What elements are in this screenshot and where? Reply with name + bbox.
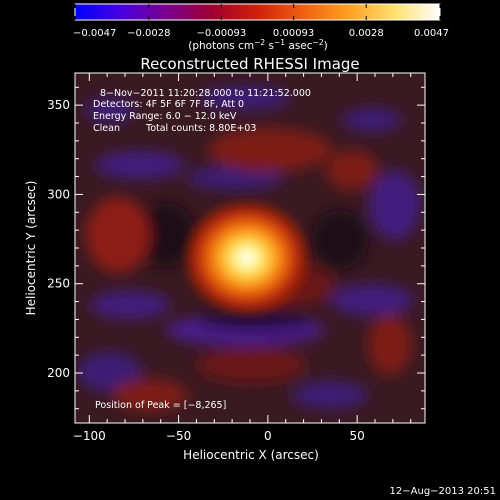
method-label: Clean xyxy=(93,123,120,134)
y-tick-label: 350 xyxy=(47,98,70,112)
colorbar-unit-label: (photons cm−2 s−1 asec−2) xyxy=(188,38,327,52)
x-tick-label: −50 xyxy=(166,429,191,443)
x-tick-label: 50 xyxy=(350,429,365,443)
emission-core xyxy=(181,198,313,318)
axis-ticks: −100 −50 0 50 200 250 300 350 xyxy=(47,73,425,443)
colorbar-tick-label: −0.00093 xyxy=(197,28,247,39)
y-tick-label: 250 xyxy=(47,277,70,291)
energy-range-label: Energy Range: 6.0 − 12.0 keV xyxy=(93,111,237,122)
x-axis-label: Heliocentric X (arcsec) xyxy=(183,448,319,462)
colorbar-ticks: −0.0047 −0.0028 −0.00093 0.00093 0.0028 0.004… xyxy=(73,4,449,39)
colorbar-tick-label: 0.0047 xyxy=(414,28,449,39)
chart-title: Reconstructed RHESSI Image xyxy=(140,55,359,73)
y-tick-label: 200 xyxy=(47,366,70,380)
colorbar-tick-label: −0.0047 xyxy=(73,28,116,39)
colorbar: −0.0047 −0.0028 −0.00093 0.00093 0.0028 0.004… xyxy=(73,3,449,52)
annotation-block: 8−Nov−2011 11:20:28.000 to 11:21:52.000 … xyxy=(93,88,311,411)
heatmap-image xyxy=(75,73,425,423)
y-tick-label: 300 xyxy=(47,187,70,201)
total-counts-label: Total counts: 8.80E+03 xyxy=(145,123,256,134)
colorbar-tick-label: 0.00093 xyxy=(273,28,314,39)
colorbar-tick-label: −0.0028 xyxy=(127,28,170,39)
colorbar-tick-label: 0.0028 xyxy=(349,28,384,39)
colorbar-fill xyxy=(74,3,441,21)
detectors-label: Detectors: 4F 5F 6F 7F 8F, Att 0 xyxy=(93,99,244,110)
heatmap-core xyxy=(181,198,313,318)
footer-timestamp: 12−Aug−2013 20:51 xyxy=(390,486,496,497)
y-axis-label: Heliocentric Y (arcsec) xyxy=(24,181,38,316)
x-tick-label: −100 xyxy=(73,429,106,443)
time-range-label: 8−Nov−2011 11:20:28.000 to 11:21:52.000 xyxy=(100,88,311,99)
peak-position-label: Position of Peak = [−8,265] xyxy=(95,400,226,411)
x-tick-label: 0 xyxy=(264,429,272,443)
